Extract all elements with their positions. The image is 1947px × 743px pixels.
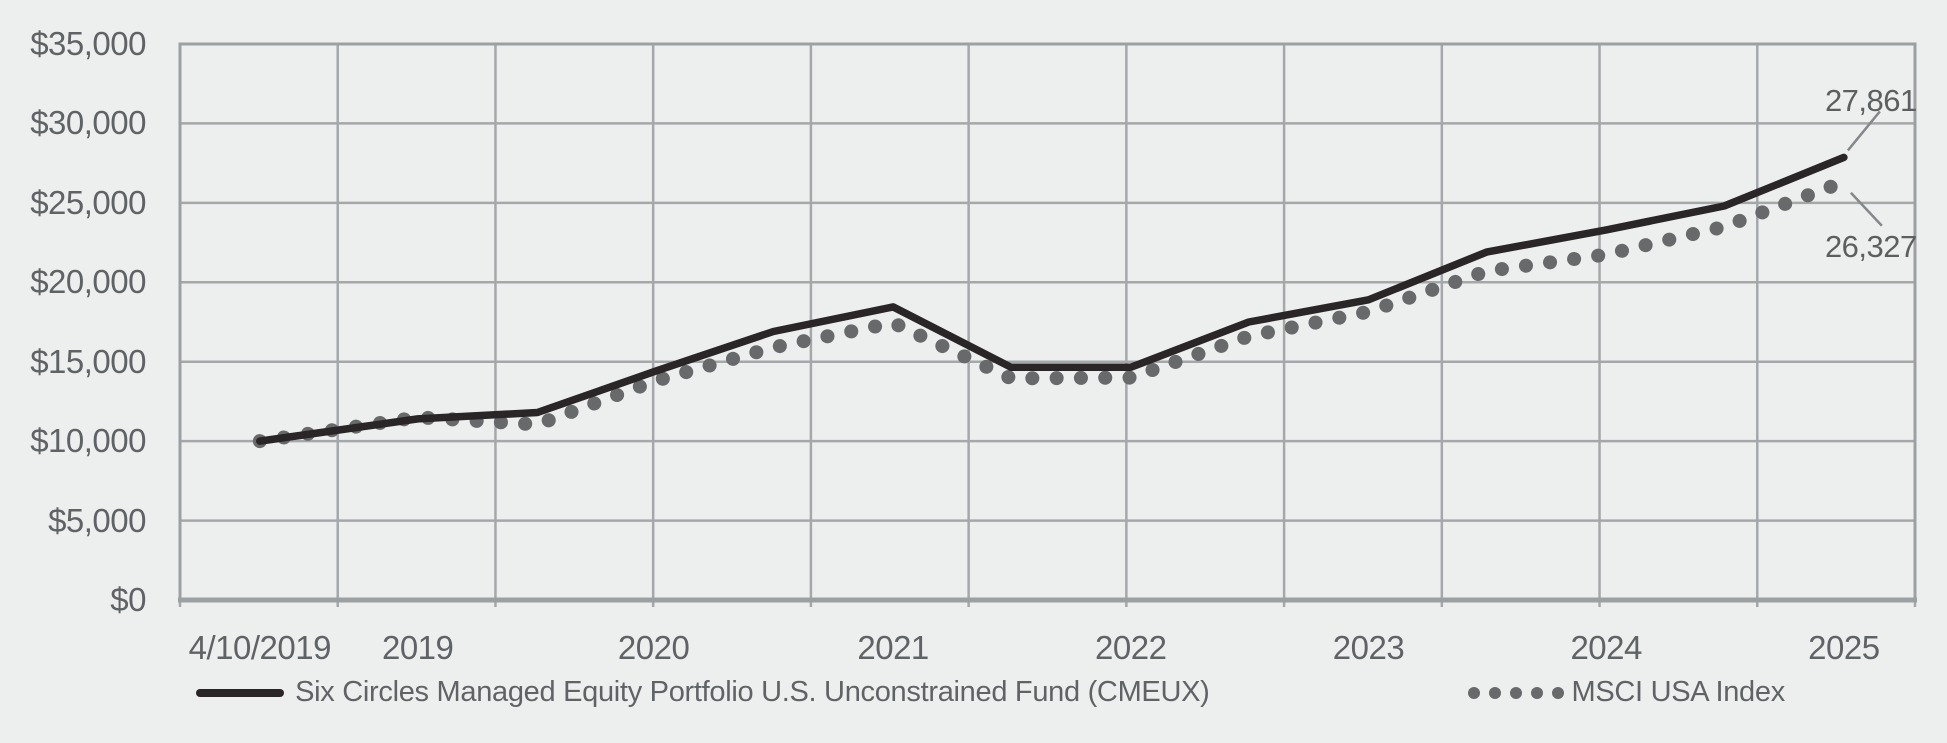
y-tick-label: $25,000 [30,183,146,221]
index-legend-label: MSCI USA Index [1571,676,1786,708]
fund-end-value-label: 27,861 [1824,83,1917,119]
legend-dot-icon [1488,686,1501,699]
index-label-leader-line [1849,191,1883,227]
fund-legend-label: Six Circles Managed Equity Portfolio U.S… [295,676,1210,708]
index-line-series [252,174,1851,449]
y-tick-label: $0 [110,581,146,618]
x-tick-label: 2019 [381,629,454,666]
y-tick-label: $10,000 [30,422,146,460]
y-axis: $35,000 $30,000 $25,000 $20,000 $15,000 $10,0… [0,0,146,620]
x-axis: 4/10/2019 2019 2020 2021 2022 2023 2024 2025 [0,620,1947,666]
x-tick-label: 2020 [617,629,690,666]
x-tick-label: 2024 [1570,629,1642,666]
legend-dot-icon [1551,686,1564,699]
y-tick-label: $30,000 [30,104,146,142]
index-dots-swatch-icon [1467,686,1564,699]
x-tick-label: 2022 [1095,629,1167,666]
y-tick-label: $20,000 [30,263,146,301]
y-tick-label: $15,000 [30,342,146,380]
x-tick-label: 2021 [857,629,929,666]
fund-solid-line-swatch-icon [196,688,285,697]
y-tick-label: $35,000 [30,25,146,62]
plot-border [178,42,1917,602]
legend-item-fund: Six Circles Managed Equity Portfolio U.S… [196,676,1210,709]
x-tick-label: 4/10/2019 [188,629,332,666]
x-tick-label: 2025 [1808,629,1880,666]
legend-dot-icon [1509,686,1522,699]
legend-dot-icon [1530,686,1543,699]
index-end-value-label: 26,327 [1824,228,1917,264]
fund-line-series [256,153,1848,445]
x-tick-label: 2023 [1332,629,1405,666]
legend-dot-icon [1467,686,1480,699]
fund-label-leader-line [1846,110,1881,152]
legend-item-index: MSCI USA Index [1467,676,1786,709]
legend: Six Circles Managed Equity Portfolio U.S… [0,676,1947,709]
y-tick-label: $5,000 [48,501,146,539]
